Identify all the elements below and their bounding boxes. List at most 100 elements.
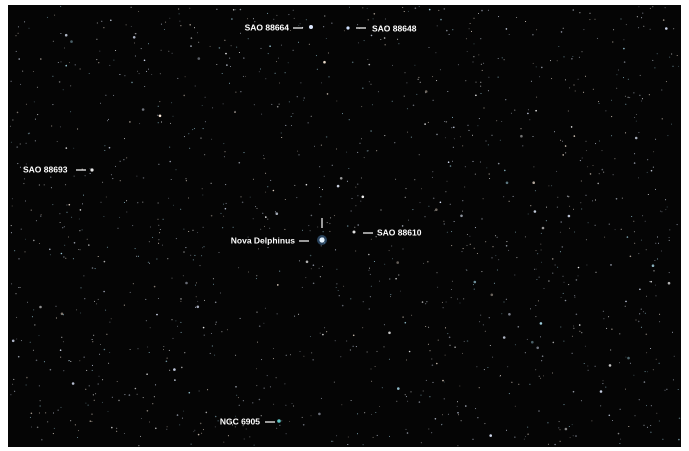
background-star: [602, 169, 604, 171]
background-star: [438, 340, 439, 341]
background-star: [319, 268, 320, 269]
background-star: [111, 174, 112, 175]
background-star: [442, 424, 443, 425]
background-star: [126, 200, 127, 201]
background-star: [39, 385, 40, 386]
background-star: [310, 336, 311, 337]
background-star: [474, 289, 475, 290]
background-star: [560, 251, 561, 252]
background-star: [668, 282, 671, 285]
background-star: [568, 111, 569, 112]
background-star: [634, 162, 636, 164]
background-star: [109, 147, 111, 149]
background-star: [392, 258, 393, 259]
background-star: [180, 298, 182, 300]
background-star: [264, 226, 265, 227]
background-star: [16, 35, 17, 36]
background-star: [33, 71, 34, 72]
background-star: [450, 345, 451, 346]
background-star: [210, 46, 211, 47]
background-star: [313, 283, 315, 285]
background-star: [440, 69, 441, 70]
background-star: [484, 423, 485, 424]
background-star: [362, 87, 364, 89]
background-star: [79, 360, 80, 361]
background-star: [552, 373, 553, 374]
background-star: [514, 275, 515, 276]
background-star: [575, 91, 576, 92]
background-star: [628, 426, 629, 427]
background-star: [178, 9, 179, 10]
background-star: [477, 125, 478, 126]
background-star: [564, 404, 565, 405]
background-star: [120, 161, 121, 162]
nebula: [277, 419, 281, 423]
background-star: [158, 219, 159, 220]
background-star: [185, 247, 186, 248]
background-star: [428, 206, 429, 207]
background-star: [529, 119, 530, 120]
background-star: [279, 83, 280, 84]
background-star: [572, 353, 573, 354]
background-star: [184, 136, 185, 137]
background-star: [214, 355, 215, 356]
background-star: [83, 195, 84, 196]
background-star: [488, 90, 489, 91]
background-star: [573, 435, 574, 436]
background-star: [407, 132, 408, 133]
background-star: [143, 397, 144, 398]
background-star: [173, 368, 176, 371]
background-star: [358, 42, 359, 43]
background-star: [641, 309, 642, 310]
background-star: [82, 203, 83, 204]
background-star: [504, 170, 506, 172]
background-star: [233, 227, 234, 228]
background-star: [665, 27, 668, 30]
background-star: [150, 227, 151, 228]
background-star: [177, 78, 178, 79]
background-star: [164, 29, 165, 30]
background-star: [189, 8, 190, 9]
background-star: [642, 215, 643, 216]
background-star: [452, 29, 453, 30]
background-star: [463, 298, 464, 299]
background-star: [371, 239, 372, 240]
background-star: [223, 103, 224, 104]
background-star: [460, 215, 463, 218]
background-star: [261, 48, 262, 49]
background-star: [650, 29, 651, 30]
background-star: [245, 76, 246, 77]
background-star: [57, 409, 59, 411]
background-star: [216, 322, 217, 323]
background-star: [677, 224, 678, 225]
background-star: [273, 358, 274, 359]
background-star: [431, 359, 432, 360]
background-star: [568, 284, 569, 285]
background-star: [616, 198, 618, 200]
background-star: [628, 97, 629, 98]
background-star: [257, 342, 258, 343]
background-star: [558, 46, 559, 47]
background-star: [147, 347, 148, 348]
background-star: [556, 171, 557, 172]
background-star: [603, 380, 604, 381]
background-star: [286, 433, 287, 434]
background-star: [536, 250, 537, 251]
background-star: [16, 293, 17, 294]
background-star: [124, 202, 125, 203]
background-star: [554, 131, 555, 132]
background-star: [507, 366, 508, 367]
background-star: [277, 313, 278, 314]
background-star: [612, 42, 613, 43]
background-star: [306, 261, 309, 264]
background-star: [49, 249, 51, 251]
background-star: [573, 391, 575, 393]
background-star: [371, 414, 372, 415]
background-star: [609, 415, 611, 417]
background-star: [590, 13, 591, 14]
background-star: [223, 216, 224, 217]
background-star: [642, 98, 643, 99]
background-star: [25, 239, 26, 240]
background-star: [73, 148, 74, 149]
background-star: [35, 140, 36, 141]
